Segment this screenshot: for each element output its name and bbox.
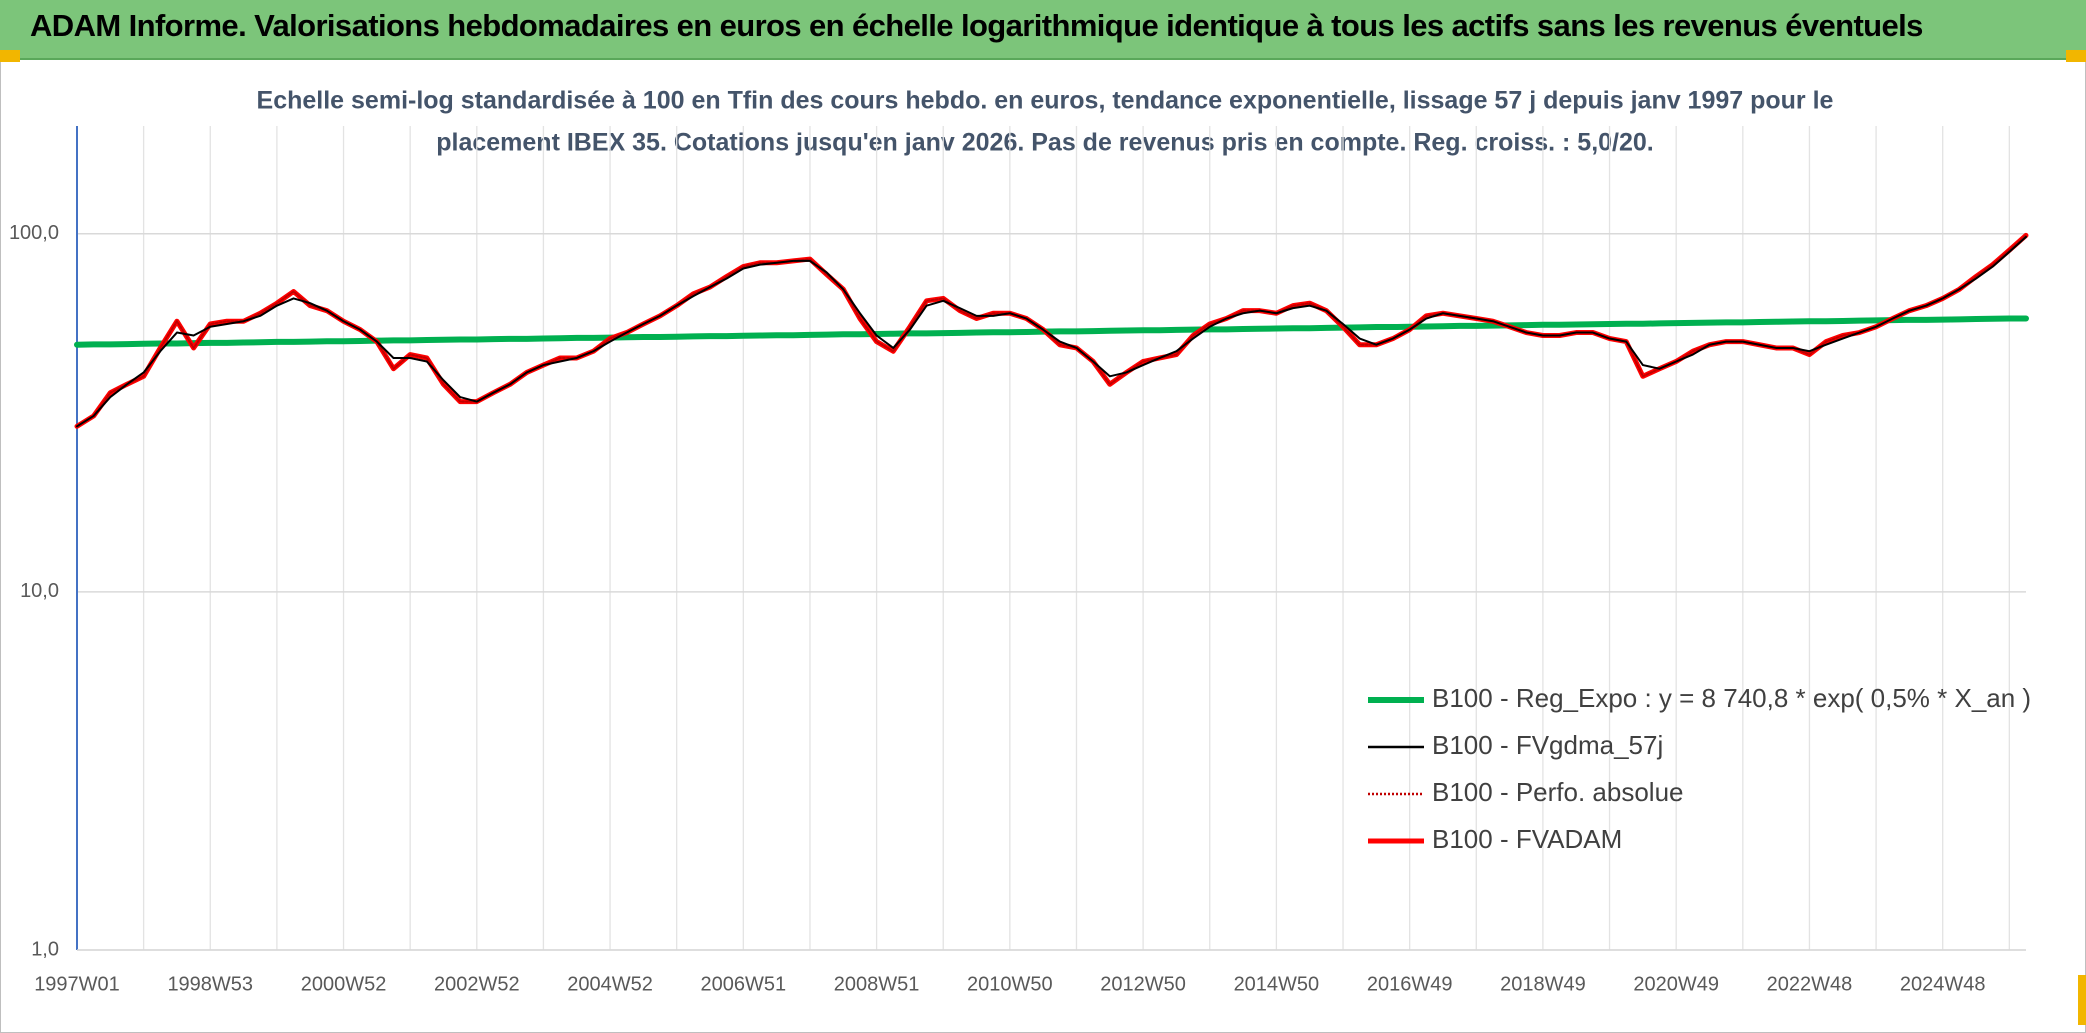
x-tick-label: 2014W50 (1234, 973, 1320, 995)
x-tick-label: 2000W52 (301, 973, 387, 995)
series-line (76, 235, 2027, 428)
legend-label: B100 - FVADAM (1432, 824, 1622, 854)
legend-label: B100 - Reg_Expo : y = 8 740,8 * exp( 0,5… (1432, 683, 2031, 713)
x-tick-label: 2006W51 (701, 973, 787, 995)
header-bar: ADAM Informe. Valorisations hebdomadaire… (0, 0, 2086, 60)
header-title: ADAM Informe. Valorisations hebdomadaire… (30, 8, 1923, 43)
x-tick-label: 2018W49 (1500, 973, 1586, 995)
x-tick-label: 2022W48 (1767, 973, 1853, 995)
series-line (74, 315, 2029, 348)
corner-mark (2066, 50, 2086, 62)
corner-mark (0, 50, 20, 62)
legend-label: B100 - FVgdma_57j (1432, 730, 1663, 760)
y-tick-label: 1,0 (31, 938, 59, 960)
x-tick-label: 2004W52 (567, 973, 653, 995)
x-tick-label: 2012W50 (1100, 973, 1186, 995)
y-tick-label: 10,0 (20, 580, 59, 602)
x-tick-label: 2002W52 (434, 973, 520, 995)
x-tick-label: 2008W51 (834, 973, 920, 995)
x-tick-label: 1998W53 (167, 973, 253, 995)
chart-subtitle: Echelle semi-log standardisée à 100 en T… (257, 87, 1834, 115)
x-tick-label: 2010W50 (967, 973, 1053, 995)
x-tick-label: 1997W01 (34, 973, 120, 995)
x-tick-label: 2016W49 (1367, 973, 1453, 995)
corner-mark (2078, 975, 2086, 1025)
chart-subtitle: placement IBEX 35. Cotations jusqu'en ja… (436, 129, 1654, 157)
series-line (76, 234, 2027, 428)
x-tick-label: 2020W49 (1633, 973, 1719, 995)
x-tick-label: 2024W48 (1900, 973, 1986, 995)
y-tick-label: 100,0 (9, 222, 59, 244)
legend-label: B100 - Perfo. absolue (1432, 777, 1684, 807)
